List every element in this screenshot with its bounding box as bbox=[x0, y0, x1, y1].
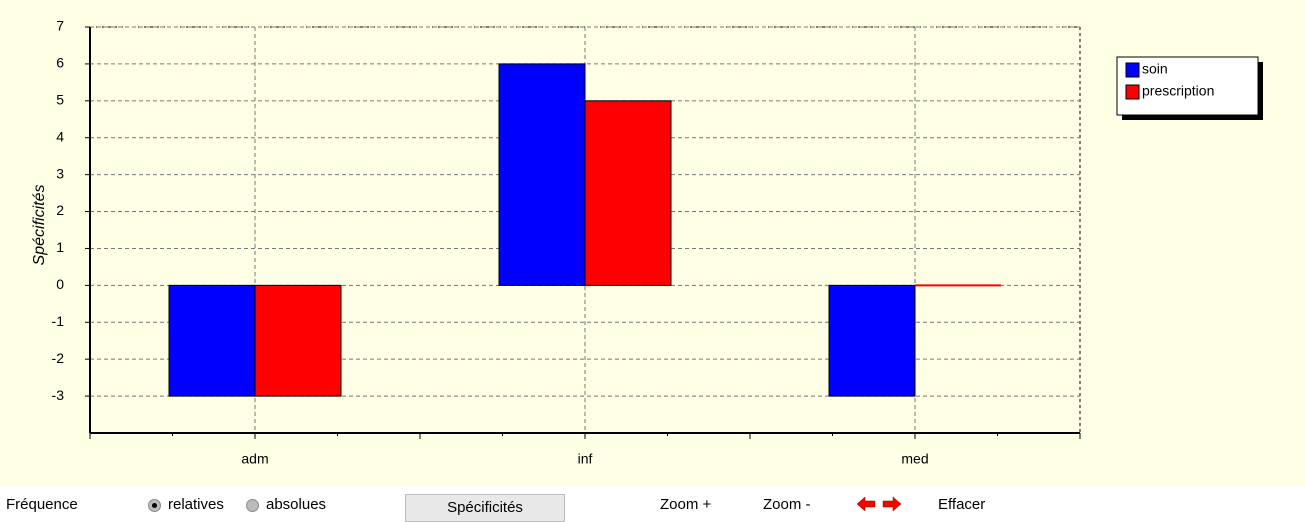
bar bbox=[828, 284, 916, 397]
bar bbox=[168, 284, 256, 397]
y-tick-label: 2 bbox=[56, 202, 64, 218]
toolbar: Fréquence relatives absolues Spécificité… bbox=[0, 486, 1305, 522]
radio-absolues[interactable] bbox=[246, 499, 259, 512]
y-tick-label: -1 bbox=[52, 313, 65, 329]
y-tick-label: 6 bbox=[56, 55, 64, 71]
x-tick-label: adm bbox=[241, 451, 268, 467]
zoom-out[interactable]: Zoom - bbox=[763, 496, 811, 513]
zoom-in[interactable]: Zoom + bbox=[660, 496, 712, 513]
bar bbox=[254, 284, 342, 397]
radio-label[interactable]: relatives bbox=[168, 496, 224, 513]
radio-label[interactable]: absolues bbox=[266, 496, 327, 513]
y-tick-label: 3 bbox=[56, 165, 64, 181]
specificites-button[interactable]: Spécificités bbox=[405, 494, 565, 522]
y-tick-label: 0 bbox=[56, 276, 64, 292]
x-tick-label: inf bbox=[578, 451, 593, 467]
clear[interactable]: Effacer bbox=[938, 496, 986, 513]
legend-label: prescription bbox=[1142, 83, 1214, 99]
frequency-label: Fréquence bbox=[6, 496, 78, 513]
y-tick-label: -3 bbox=[52, 387, 65, 403]
y-tick-label: -2 bbox=[52, 350, 65, 366]
y-axis-label: Spécificités bbox=[31, 185, 48, 266]
legend bbox=[1116, 56, 1259, 116]
y-tick-label: 1 bbox=[56, 239, 64, 255]
arrows[interactable] bbox=[855, 494, 905, 514]
y-tick-label: 4 bbox=[56, 128, 64, 144]
bar bbox=[584, 100, 672, 286]
x-tick-label: med bbox=[901, 451, 928, 467]
radio-relatives[interactable] bbox=[148, 499, 161, 512]
legend-swatch bbox=[1125, 62, 1140, 78]
y-tick-label: 7 bbox=[56, 18, 64, 34]
bar bbox=[498, 63, 586, 286]
y-tick-label: 5 bbox=[56, 92, 64, 108]
chart: Spécificités -3 -2 -1 0 1 2 3 4 5 6 7 adm inf med soin… bbox=[0, 0, 1305, 486]
legend-swatch bbox=[1125, 84, 1140, 100]
legend-label: soin bbox=[1142, 61, 1168, 77]
